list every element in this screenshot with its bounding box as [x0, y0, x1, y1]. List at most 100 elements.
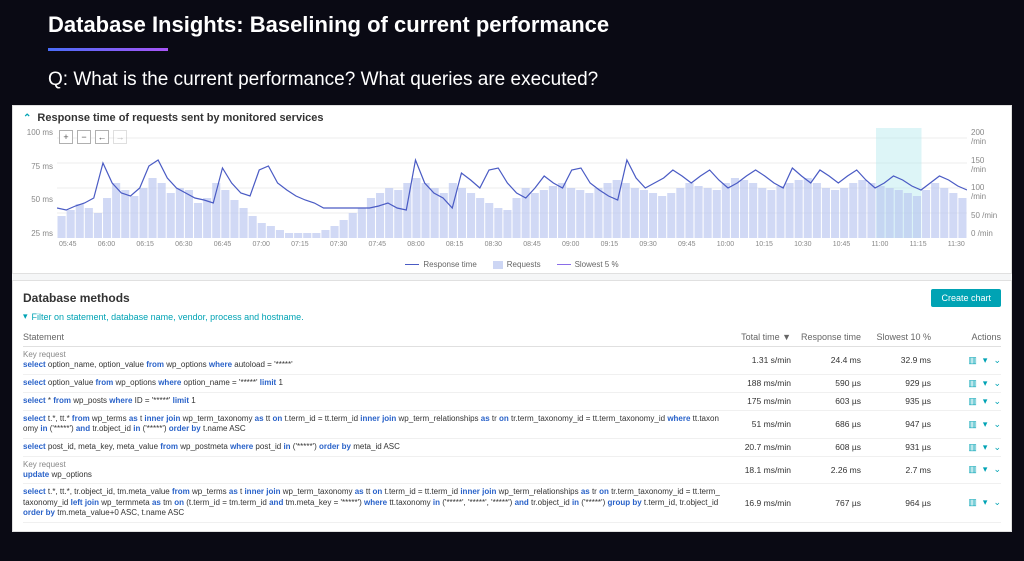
- metric-cell: 767 µs: [791, 498, 861, 508]
- col-total-time[interactable]: Total time ▼: [721, 332, 791, 342]
- table-body: Key requestselect option_name, option_va…: [23, 347, 1001, 523]
- legend-swatch: [557, 264, 571, 266]
- x-tick: 11:00: [871, 241, 888, 248]
- table-row[interactable]: Key requestupdate wp_options18.1 ms/min2…: [23, 457, 1001, 485]
- metric-cell: 608 µs: [791, 442, 861, 452]
- x-tick: 08:30: [485, 241, 503, 248]
- chart-icon[interactable]: ▥: [968, 378, 977, 389]
- legend-item[interactable]: Requests: [493, 260, 541, 269]
- x-tick: 06:45: [214, 241, 232, 248]
- statement-cell: Key requestselect option_name, option_va…: [23, 350, 721, 371]
- expand-icon[interactable]: ⌄: [993, 464, 1001, 475]
- sql-text: select * from wp_posts where ID = '*****…: [23, 396, 196, 405]
- legend-swatch: [405, 264, 419, 266]
- panel-title: Response time of requests sent by monito…: [37, 112, 323, 124]
- chart-icon[interactable]: ▥: [968, 497, 977, 508]
- sql-text: update wp_options: [23, 470, 92, 479]
- collapse-icon[interactable]: ⌃: [23, 113, 31, 124]
- chart-icon[interactable]: ▥: [968, 419, 977, 430]
- metric-cell: 20.7 ms/min: [721, 442, 791, 452]
- chart-icon[interactable]: ▥: [968, 396, 977, 407]
- y-tick: 50 ms: [23, 195, 53, 204]
- filter-icon[interactable]: ▾: [983, 419, 988, 430]
- filter-icon[interactable]: ▾: [983, 396, 988, 407]
- sql-text: select t.*, tt.* from wp_terms as t inne…: [23, 414, 719, 433]
- metric-cell: 18.1 ms/min: [721, 465, 791, 475]
- x-tick: 11:15: [910, 241, 927, 248]
- actions-cell: ▥ ▾ ⌄: [931, 442, 1001, 453]
- chart-legend: Response time Requests Slowest 5 %: [23, 258, 1001, 269]
- x-tick: 09:15: [601, 241, 619, 248]
- actions-cell: ▥ ▾ ⌄: [931, 396, 1001, 407]
- x-tick: 09:45: [678, 241, 696, 248]
- x-tick: 06:00: [98, 241, 116, 248]
- expand-icon[interactable]: ⌄: [993, 378, 1001, 389]
- metric-cell: 929 µs: [861, 378, 931, 388]
- legend-label: Slowest 5 %: [575, 260, 619, 269]
- actions-cell: ▥ ▾ ⌄: [931, 419, 1001, 430]
- chart-icon[interactable]: ▥: [968, 464, 977, 475]
- x-tick: 10:00: [717, 241, 735, 248]
- zoom-in-icon[interactable]: +: [59, 130, 73, 144]
- table-row[interactable]: select post_id, meta_key, meta_value fro…: [23, 439, 1001, 457]
- sql-text: select post_id, meta_key, meta_value fro…: [23, 442, 400, 451]
- filter-icon[interactable]: ▾: [983, 442, 988, 453]
- col-slowest[interactable]: Slowest 10 %: [861, 332, 931, 342]
- x-tick: 07:15: [291, 241, 309, 248]
- chart-svg[interactable]: [57, 128, 967, 238]
- metric-cell: 51 ms/min: [721, 419, 791, 429]
- filter-icon[interactable]: ▾: [983, 355, 988, 366]
- slide-question: Q: What is the current performance? What…: [48, 69, 976, 91]
- slide-title: Database Insights: Baselining of current…: [48, 12, 976, 38]
- table-row[interactable]: Key requestselect option_name, option_va…: [23, 347, 1001, 375]
- metric-cell: 175 ms/min: [721, 396, 791, 406]
- table-row[interactable]: select * from wp_posts where ID = '*****…: [23, 393, 1001, 411]
- expand-icon[interactable]: ⌄: [993, 442, 1001, 453]
- x-tick: 10:15: [755, 241, 773, 248]
- create-chart-button[interactable]: Create chart: [931, 289, 1001, 307]
- x-tick: 06:30: [175, 241, 193, 248]
- y-axis-right: 200 /min150 /min100 /min50 /min0 /min: [967, 128, 1001, 258]
- metric-cell: 2.26 ms: [791, 465, 861, 475]
- metric-cell: 603 µs: [791, 396, 861, 406]
- table-row[interactable]: select t.*, tt.*, tr.object_id, tm.meta_…: [23, 484, 1001, 522]
- y-tick: 100 /min: [971, 183, 1001, 201]
- expand-icon[interactable]: ⌄: [993, 497, 1001, 508]
- legend-item[interactable]: Slowest 5 %: [557, 260, 619, 269]
- col-statement[interactable]: Statement: [23, 332, 721, 342]
- table-row[interactable]: select t.*, tt.* from wp_terms as t inne…: [23, 411, 1001, 439]
- filter-row[interactable]: ▾ Filter on statement, database name, ve…: [23, 311, 1001, 322]
- key-request-label: Key request: [23, 350, 721, 360]
- x-tick: 07:00: [252, 241, 270, 248]
- title-underline: [48, 48, 168, 51]
- legend-swatch: [493, 261, 503, 269]
- chart-icon[interactable]: ▥: [968, 355, 977, 366]
- expand-icon[interactable]: ⌄: [993, 396, 1001, 407]
- statement-cell: select t.*, tt.*, tr.object_id, tm.meta_…: [23, 487, 721, 518]
- x-tick: 08:00: [407, 241, 425, 248]
- back-icon[interactable]: ←: [95, 130, 109, 144]
- methods-title: Database methods: [23, 291, 130, 305]
- col-response-time[interactable]: Response time: [791, 332, 861, 342]
- metric-cell: 964 µs: [861, 498, 931, 508]
- zoom-out-icon[interactable]: −: [77, 130, 91, 144]
- dashboard: ⌃ Response time of requests sent by moni…: [12, 105, 1012, 532]
- table-row[interactable]: select option_value from wp_options wher…: [23, 375, 1001, 393]
- x-tick: 09:30: [639, 241, 657, 248]
- filter-icon[interactable]: ▾: [983, 464, 988, 475]
- y-tick: 150 /min: [971, 156, 1001, 174]
- metric-cell: 24.4 ms: [791, 355, 861, 365]
- filter-icon[interactable]: ▾: [983, 378, 988, 389]
- y-tick: 75 ms: [23, 162, 53, 171]
- expand-icon[interactable]: ⌄: [993, 355, 1001, 366]
- metric-cell: 935 µs: [861, 396, 931, 406]
- response-time-panel: ⌃ Response time of requests sent by moni…: [12, 105, 1012, 274]
- x-tick: 10:45: [833, 241, 851, 248]
- chart-icon[interactable]: ▥: [968, 442, 977, 453]
- expand-icon[interactable]: ⌄: [993, 419, 1001, 430]
- forward-icon[interactable]: →: [113, 130, 127, 144]
- metric-cell: 947 µs: [861, 419, 931, 429]
- x-tick: 06:15: [136, 241, 154, 248]
- legend-item[interactable]: Response time: [405, 260, 476, 269]
- filter-icon[interactable]: ▾: [983, 497, 988, 508]
